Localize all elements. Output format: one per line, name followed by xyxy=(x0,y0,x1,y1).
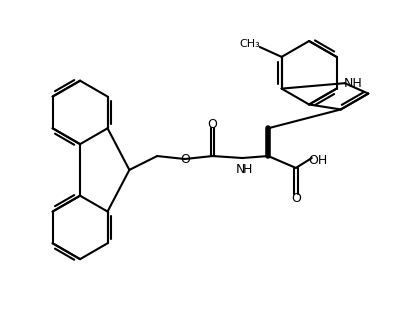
Text: H: H xyxy=(243,164,252,176)
Text: O: O xyxy=(291,192,301,205)
Text: NH: NH xyxy=(343,77,362,90)
Text: OH: OH xyxy=(308,154,327,166)
Text: O: O xyxy=(208,118,217,131)
Text: N: N xyxy=(236,164,245,176)
Text: CH₃: CH₃ xyxy=(239,39,260,49)
Text: O: O xyxy=(180,153,190,165)
